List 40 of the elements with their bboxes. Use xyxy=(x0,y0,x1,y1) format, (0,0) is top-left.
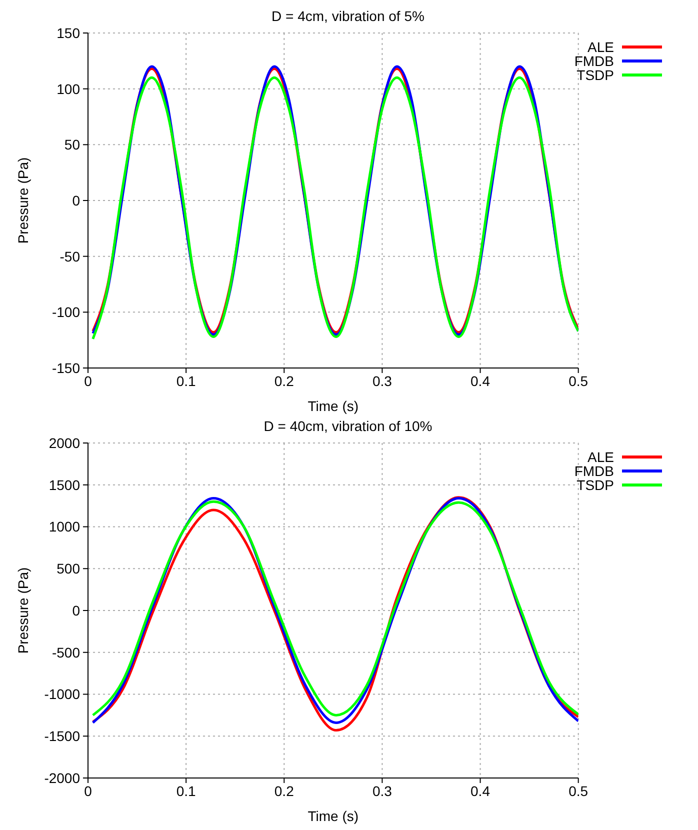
y-tick-label: 0 xyxy=(72,602,80,618)
y-tick-label: 150 xyxy=(56,24,80,41)
y-tick-label: 1000 xyxy=(48,518,80,535)
y-tick-label: 100 xyxy=(56,80,80,97)
legend-label: FMDB xyxy=(574,53,614,69)
x-tick-label: 0.5 xyxy=(568,372,588,389)
x-tick-label: 0.4 xyxy=(470,372,490,389)
y-tick-label: 0 xyxy=(72,192,80,208)
y-tick-label: 50 xyxy=(64,136,80,153)
y-axis-title: Pressure (Pa) xyxy=(14,567,31,654)
legend-label: FMDB xyxy=(574,463,614,479)
y-tick-label: -50 xyxy=(60,248,80,264)
y-tick-label: -1000 xyxy=(44,686,80,702)
x-tick-label: 0.3 xyxy=(372,372,392,389)
x-tick-label: 0 xyxy=(84,782,92,799)
y-tick-label: -150 xyxy=(52,360,80,376)
x-tick-label: 0 xyxy=(84,372,92,389)
legend-label: TSDP xyxy=(576,67,614,83)
y-tick-label: -100 xyxy=(52,304,80,320)
y-tick-label: -500 xyxy=(52,644,80,660)
legend-label: TSDP xyxy=(576,477,614,493)
chart-title: D = 4cm, vibration of 5% xyxy=(272,8,424,24)
y-tick-label: 1500 xyxy=(48,476,80,493)
x-tick-label: 0.4 xyxy=(470,782,490,799)
x-axis-title: Time (s) xyxy=(308,808,359,824)
y-tick-label: 500 xyxy=(56,560,80,577)
legend-label: ALE xyxy=(588,449,614,465)
x-tick-label: 0.1 xyxy=(176,782,196,799)
y-tick-label: 2000 xyxy=(48,434,80,451)
chart-title: D = 40cm, vibration of 10% xyxy=(264,418,432,434)
x-tick-label: 0.2 xyxy=(274,782,294,799)
x-tick-label: 0.2 xyxy=(274,372,294,389)
x-tick-label: 0.3 xyxy=(372,782,392,799)
y-tick-label: -2000 xyxy=(44,770,80,786)
x-tick-label: 0.5 xyxy=(568,782,588,799)
y-tick-label: -1500 xyxy=(44,728,80,744)
y-axis-title: Pressure (Pa) xyxy=(14,157,31,244)
x-tick-label: 0.1 xyxy=(176,372,196,389)
x-axis-title: Time (s) xyxy=(308,398,359,414)
legend-label: ALE xyxy=(588,39,614,55)
